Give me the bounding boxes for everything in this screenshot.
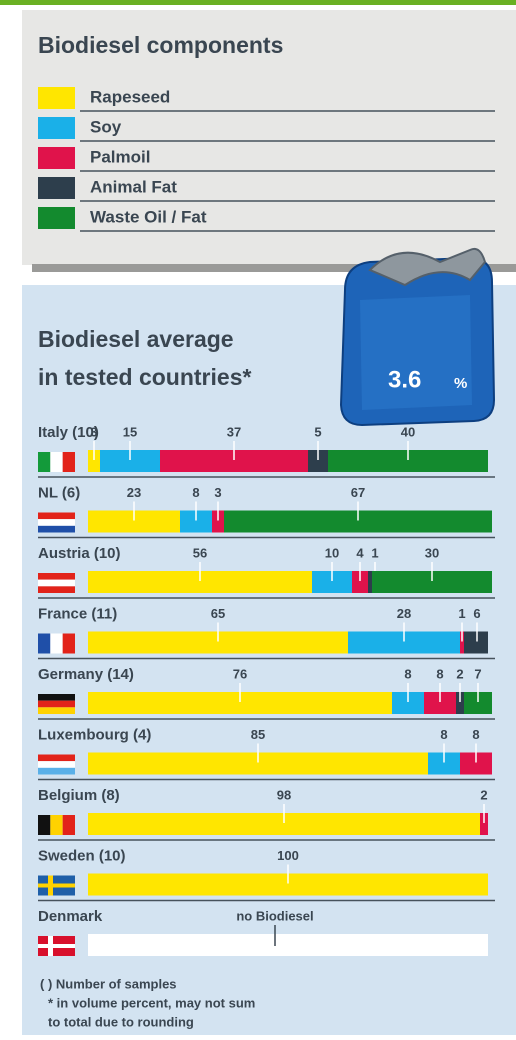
- value-label: 28: [397, 606, 411, 621]
- footnote: * in volume percent, may not sum: [48, 995, 255, 1010]
- value-label: 8: [404, 666, 411, 681]
- value-label: 8: [472, 727, 479, 742]
- category-label: NL (6): [38, 484, 80, 501]
- flag: [38, 526, 75, 533]
- value-label: 23: [127, 485, 141, 500]
- bar-empty: [88, 934, 488, 956]
- category-label: Austria (10): [38, 545, 121, 562]
- flag: [63, 634, 75, 654]
- jerry-can: 3.6 %: [341, 249, 494, 425]
- value-label: 56: [193, 545, 207, 560]
- legend-title: Biodiesel components: [38, 32, 283, 58]
- legend-swatch: [38, 177, 75, 199]
- value-label: 1: [458, 606, 465, 621]
- value-label: 4: [356, 545, 364, 560]
- flag: [38, 513, 75, 520]
- value-label: 67: [351, 485, 365, 500]
- footnote: ( ) Number of samples: [40, 976, 177, 991]
- value-label: 85: [251, 727, 265, 742]
- flag: [38, 815, 50, 835]
- value-label: 15: [123, 424, 137, 439]
- value-label: 40: [401, 424, 415, 439]
- value-label: 65: [211, 606, 225, 621]
- flag: [38, 701, 75, 708]
- value-label: 76: [233, 666, 247, 681]
- infographic: Biodiesel components Rapeseed Soy Palmoil A…: [0, 0, 516, 1035]
- value-label: 7: [474, 666, 481, 681]
- value-label: 100: [277, 848, 299, 863]
- flag: [38, 634, 50, 654]
- flag: [38, 573, 75, 580]
- legend-swatch: [38, 207, 75, 229]
- value-label: 3: [90, 424, 97, 439]
- flag: [38, 768, 75, 775]
- category-label: Belgium (8): [38, 787, 120, 804]
- badge-unit: %: [454, 375, 467, 392]
- value-label: 8: [436, 666, 443, 681]
- value-label: 8: [192, 485, 199, 500]
- flag: [38, 884, 75, 888]
- value-label: 37: [227, 424, 241, 439]
- legend-swatch: [38, 87, 75, 109]
- legend-swatch: [38, 147, 75, 169]
- value-label: 30: [425, 545, 439, 560]
- legend-label: Rapeseed: [90, 87, 170, 106]
- flag: [38, 580, 75, 587]
- flag: [38, 944, 75, 948]
- flag: [63, 452, 75, 472]
- badge-value: 3.6: [388, 366, 421, 393]
- value-label: 98: [277, 787, 291, 802]
- bar-segment: [368, 571, 372, 593]
- flag: [38, 586, 75, 593]
- value-label: 10: [325, 545, 339, 560]
- value-label: 2: [456, 666, 463, 681]
- category-label: Luxembourg (4): [38, 726, 151, 743]
- flag: [38, 707, 75, 714]
- value-label: 2: [480, 787, 487, 802]
- legend-label: Waste Oil / Fat: [90, 207, 207, 226]
- value-label: 8: [440, 727, 447, 742]
- value-label: 5: [314, 424, 321, 439]
- flag: [38, 755, 75, 762]
- value-label: 1: [371, 545, 378, 560]
- flag: [38, 761, 75, 768]
- flag: [50, 634, 62, 654]
- legend-swatch: [38, 117, 75, 139]
- category-label: France (11): [38, 605, 117, 622]
- flag: [38, 694, 75, 701]
- flag: [38, 519, 75, 526]
- category-label: Germany (14): [38, 666, 134, 683]
- top-bar: [0, 0, 516, 5]
- flag: [50, 815, 62, 835]
- category-label: Denmark: [38, 908, 103, 925]
- annotation: no Biodiesel: [236, 908, 313, 923]
- bar-segment: [464, 632, 488, 654]
- flag: [50, 452, 62, 472]
- legend-label: Palmoil: [90, 147, 150, 166]
- flag: [63, 815, 75, 835]
- category-label: Sweden (10): [38, 847, 126, 864]
- legend-label: Animal Fat: [90, 177, 177, 196]
- footnote: to total due to rounding: [48, 1014, 194, 1029]
- flag: [38, 452, 50, 472]
- value-label: 3: [214, 485, 221, 500]
- legend-label: Soy: [90, 117, 122, 136]
- value-label: 6: [473, 606, 480, 621]
